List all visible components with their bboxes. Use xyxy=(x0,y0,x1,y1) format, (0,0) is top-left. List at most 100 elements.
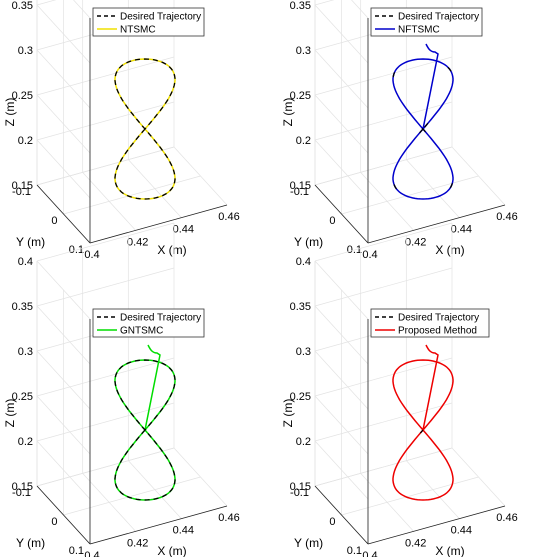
x-tick-label: 0.4 xyxy=(84,249,99,261)
left-wall-grid-z xyxy=(36,350,91,410)
z-tick-label: 0.25 xyxy=(12,391,33,403)
x-axis-label: X (m) xyxy=(157,544,186,557)
x-axis-label: X (m) xyxy=(435,243,464,257)
back-wall-grid-z xyxy=(314,447,453,487)
chart-panel-1: 0.40.420.440.460.10-0.10.150.20.250.30.3… xyxy=(3,0,240,261)
x-tick-label: 0.46 xyxy=(496,512,517,524)
left-wall-grid-z xyxy=(73,0,91,19)
left-wall-grid-z xyxy=(314,305,369,365)
y-tick-label: -0.1 xyxy=(290,487,309,499)
z-tick-label: 0.3 xyxy=(296,346,311,358)
left-wall-grid-z xyxy=(36,94,91,154)
x-tick-label: 0.46 xyxy=(218,211,239,223)
y-axis-label: Y (m) xyxy=(16,235,45,249)
z-tick-label: 0.2 xyxy=(18,436,33,448)
z-axis-label: Z (m) xyxy=(3,98,17,127)
axis-line xyxy=(367,204,506,244)
floor-grid-y xyxy=(341,476,479,516)
floor-grid-y xyxy=(63,175,201,215)
z-tick-label: 0.15 xyxy=(12,180,33,192)
x-tick-label: 0.44 xyxy=(173,525,194,537)
floor-grid-y xyxy=(63,476,201,516)
axis-line xyxy=(367,505,506,545)
left-wall-grid-z xyxy=(36,305,91,365)
back-wall-grid-z xyxy=(36,447,175,487)
back-wall-grid-z xyxy=(314,402,453,442)
z-tick-label: 0.15 xyxy=(290,481,311,493)
z-tick-label: 0.3 xyxy=(18,45,33,57)
z-tick-label: 0.35 xyxy=(290,301,311,313)
legend-actual-label: NFTSMC xyxy=(398,25,440,36)
back-wall-grid-z xyxy=(314,267,453,307)
x-tick-label: 0.42 xyxy=(127,537,148,549)
floor-grid-y xyxy=(341,175,479,215)
desired-trajectory-line xyxy=(114,58,176,200)
z-tick-label: 0.2 xyxy=(296,436,311,448)
left-wall-grid-z xyxy=(314,395,369,455)
z-tick-label: 0.35 xyxy=(290,0,311,12)
left-wall-grid-z xyxy=(314,4,369,64)
y-tick-label: 0 xyxy=(329,516,335,528)
back-wall-grid-z xyxy=(314,56,453,96)
left-wall-grid-z xyxy=(351,0,369,19)
back-wall-grid-z xyxy=(36,101,175,141)
legend: Desired Trajectory NTSMC xyxy=(92,7,205,37)
legend-actual-label: NTSMC xyxy=(120,25,156,36)
left-wall-grid-z xyxy=(314,440,369,500)
back-wall-grid-z xyxy=(314,357,453,397)
back-wall-grid-z xyxy=(36,357,175,397)
y-tick-label: -0.1 xyxy=(12,487,31,499)
x-tick-label: 0.4 xyxy=(84,550,99,557)
x-axis-label: X (m) xyxy=(435,544,464,557)
left-wall-grid-z xyxy=(36,49,91,109)
z-tick-label: 0.2 xyxy=(296,135,311,147)
left-wall-grid-z xyxy=(36,395,91,455)
back-wall-grid-z xyxy=(36,267,175,307)
actual-trajectory-line xyxy=(392,344,454,501)
y-tick-label: 0 xyxy=(51,215,57,227)
left-wall-grid-z xyxy=(314,350,369,410)
x-tick-label: 0.44 xyxy=(173,224,194,236)
y-tick-label: 0.1 xyxy=(347,545,362,557)
axis-line xyxy=(36,485,91,545)
legend-actual-label: GNTSMC xyxy=(120,326,163,337)
z-tick-label: 0.3 xyxy=(18,346,33,358)
legend-desired-label: Desired Trajectory xyxy=(398,313,479,324)
z-tick-label: 0.35 xyxy=(12,0,33,12)
y-axis-label: Y (m) xyxy=(294,536,323,550)
back-wall-grid-z xyxy=(314,101,453,141)
left-wall-grid-z xyxy=(314,94,369,154)
actual-trajectory-line xyxy=(114,344,176,501)
z-tick-label: 0.15 xyxy=(12,481,33,493)
legend-desired-label: Desired Trajectory xyxy=(120,313,201,324)
z-axis-label: Z (m) xyxy=(281,98,295,127)
left-wall-grid-z xyxy=(36,440,91,500)
back-wall-grid-z xyxy=(36,56,175,96)
y-tick-label: 0.1 xyxy=(69,545,84,557)
y-tick-label: -0.1 xyxy=(12,186,31,198)
legend-box xyxy=(92,7,205,37)
chart-panel-3: 0.4 0.42 0.44 0.46 0.1 0 -0.10.15 0.2 0.25 0.3 0.3… xyxy=(3,222,240,557)
left-wall-grid-z xyxy=(36,4,91,64)
axis-line xyxy=(314,184,369,244)
legend: Desired Trajectory GNTSMC xyxy=(92,308,205,338)
actual-trajectory-line xyxy=(392,43,454,200)
z-axis-label: Z (m) xyxy=(3,399,17,428)
z-tick-label: 0.35 xyxy=(12,301,33,313)
legend: Desired Trajectory Proposed Method xyxy=(370,308,490,338)
legend-box xyxy=(370,308,490,338)
z-axis-label: Z (m) xyxy=(281,399,295,428)
y-tick-label: -0.1 xyxy=(290,186,309,198)
back-wall-grid-z xyxy=(36,0,57,6)
legend-box xyxy=(92,308,205,338)
x-tick-label: 0.42 xyxy=(405,236,426,248)
legend: Desired Trajectory NFTSMC xyxy=(370,7,483,37)
z-tick-label: 0.25 xyxy=(12,90,33,102)
desired-trajectory-line xyxy=(392,359,454,501)
back-wall-grid-z xyxy=(314,146,453,186)
desired-trajectory-line xyxy=(114,359,176,501)
y-tick-label: 0 xyxy=(51,516,57,528)
left-wall-grid-z xyxy=(314,139,369,199)
legend-desired-label: Desired Trajectory xyxy=(120,12,201,23)
